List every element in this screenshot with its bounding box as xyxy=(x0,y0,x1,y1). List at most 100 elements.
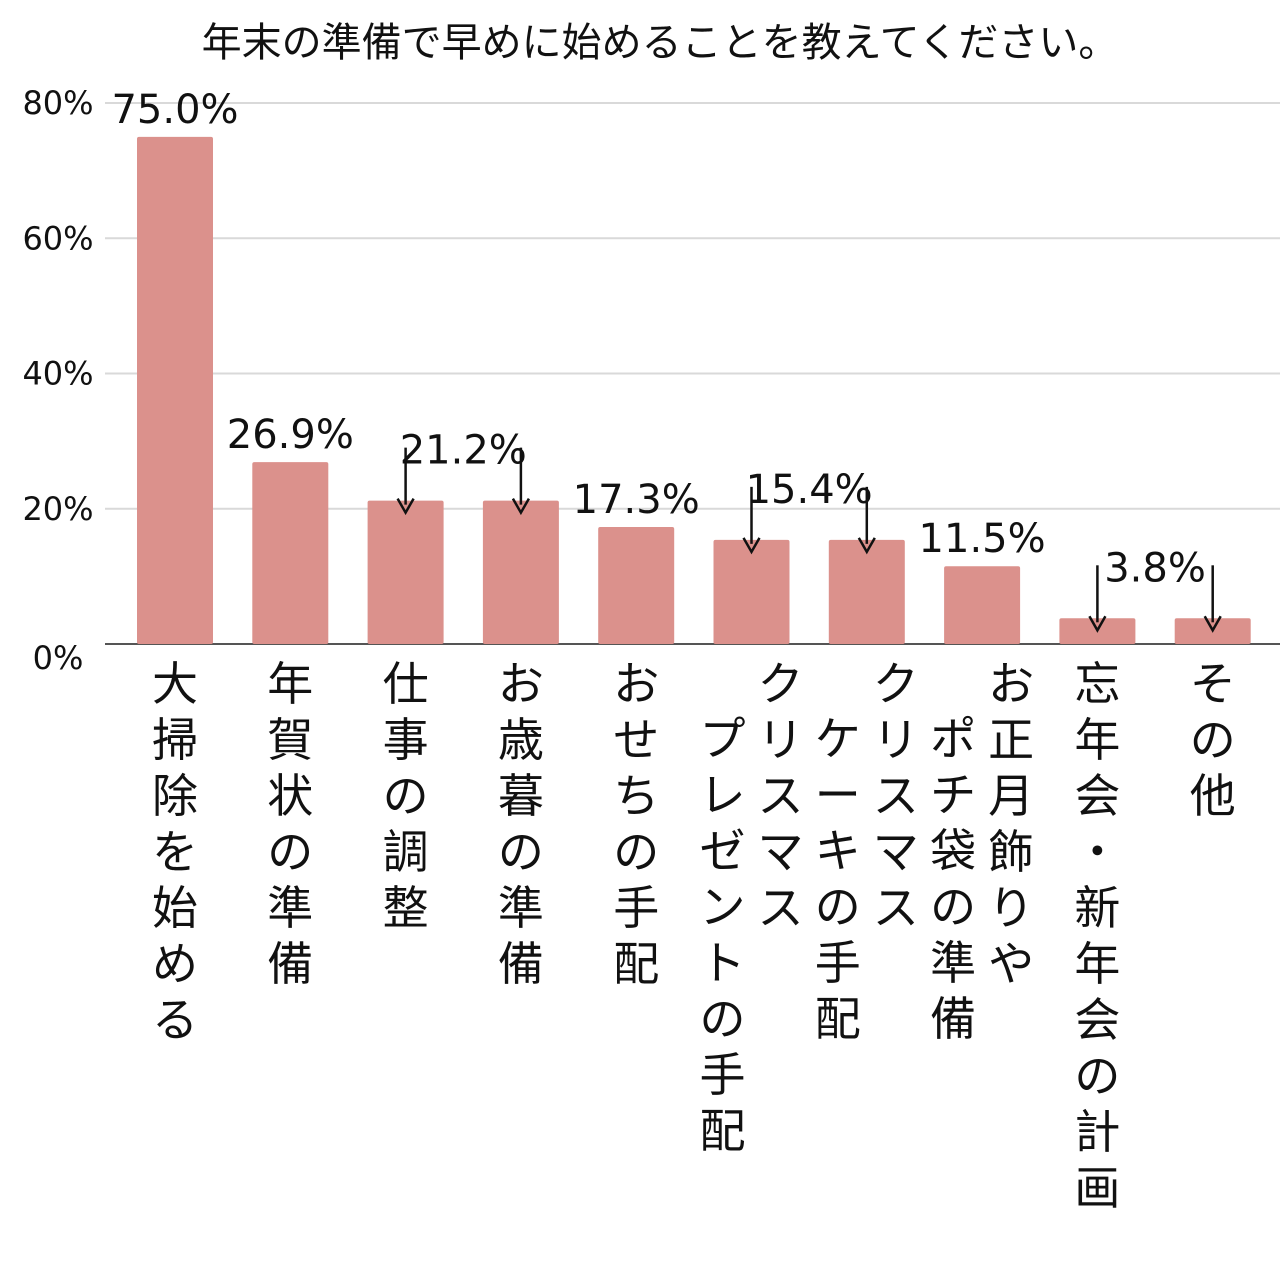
y-tick-label: 80% xyxy=(22,84,93,122)
category-label-char: 除 xyxy=(152,769,198,823)
category-label-char: 備 xyxy=(267,937,313,991)
bar xyxy=(598,527,675,644)
category-label-char: ・ xyxy=(1074,825,1120,879)
bar xyxy=(367,500,444,644)
category-label-char: め xyxy=(152,937,198,991)
category-label-char: ク xyxy=(758,657,804,711)
category-label-char: 月 xyxy=(988,769,1034,823)
bar xyxy=(713,539,790,644)
category-label-char: 会 xyxy=(1074,769,1120,823)
y-tick-label: 40% xyxy=(22,355,93,393)
category-label-char: 賀 xyxy=(267,713,313,767)
category-label-char: や xyxy=(988,937,1034,991)
category-label-char: お xyxy=(988,657,1034,711)
category-label-char: ト xyxy=(700,936,746,990)
data-labels-layer: 75.0% 26.9% 21.2% 17.3% 15.4% 11.5% 3.8% xyxy=(111,87,1222,633)
category-label-char: り xyxy=(988,881,1034,935)
category-label-char: マ xyxy=(873,825,919,879)
category-label-char: 手 xyxy=(613,881,659,935)
y-tick-label: 0% xyxy=(33,639,84,677)
category-label-char: ス xyxy=(873,881,919,935)
label-arrow-head xyxy=(857,537,876,555)
bars-layer xyxy=(137,136,1251,644)
category-label-char: リ xyxy=(873,713,919,767)
category-label-char: マ xyxy=(758,825,804,879)
category-label-char: の xyxy=(930,880,976,934)
category-label-char: 配 xyxy=(700,1104,746,1158)
category-label-char: の xyxy=(700,992,746,1046)
category-label-char: ス xyxy=(873,769,919,823)
bar xyxy=(944,566,1021,644)
label-arrow-head xyxy=(511,498,530,516)
category-label-char: せ xyxy=(613,713,659,767)
category-label-char: 正 xyxy=(988,713,1034,767)
y-tick-label: 60% xyxy=(22,219,93,257)
category-label-char: 準 xyxy=(930,936,976,990)
category-label-char: ー xyxy=(815,768,861,822)
category-label-char: 手 xyxy=(815,936,861,990)
category-label-char: 年 xyxy=(1074,713,1120,767)
category-label-char: 配 xyxy=(613,937,659,991)
label-arrow-head xyxy=(742,537,761,555)
data-label: 17.3% xyxy=(573,477,700,523)
data-label: 21.2% xyxy=(400,428,527,474)
bar xyxy=(828,539,905,644)
category-label-char: ゼ xyxy=(700,824,746,878)
chart-title: 年末の準備で早めに始めることを教えてください。 xyxy=(202,20,1119,66)
label-arrow-head xyxy=(396,498,415,516)
category-label-char: 新 xyxy=(1074,881,1120,935)
category-label-char: ち xyxy=(613,769,659,823)
category-label-char: 飾 xyxy=(988,825,1034,879)
category-label-char: ス xyxy=(758,769,804,823)
category-label-char: ス xyxy=(758,881,804,935)
data-label: 11.5% xyxy=(919,516,1046,562)
category-label-char: 他 xyxy=(1190,769,1236,823)
category-label-char: 備 xyxy=(930,992,976,1046)
category-label-char: 準 xyxy=(498,881,544,935)
data-label: 3.8% xyxy=(1104,545,1206,591)
category-label-char: 調 xyxy=(383,825,429,879)
category-label-char: 袋 xyxy=(930,824,976,878)
category-label-char: 計 xyxy=(1074,1105,1120,1159)
category-label-char: 状 xyxy=(267,769,313,823)
category-label-char: ク xyxy=(873,657,919,711)
data-label: 26.9% xyxy=(227,412,354,458)
category-label-char: レ xyxy=(700,768,746,822)
category-label-char: の xyxy=(1190,713,1236,767)
grid-layer: 0% 20% 40% 60% 80% xyxy=(22,84,1280,677)
category-label-char: の xyxy=(267,825,313,879)
category-label-char: ケ xyxy=(815,712,861,766)
category-label-char: 年 xyxy=(1074,937,1120,991)
category-label-char: 画 xyxy=(1074,1161,1120,1215)
bar xyxy=(482,500,559,644)
category-label-char: そ xyxy=(1190,657,1236,711)
category-label-char: 歳 xyxy=(498,713,544,767)
category-label-char: 備 xyxy=(498,937,544,991)
category-label-char: の xyxy=(383,769,429,823)
category-label-char: お xyxy=(613,657,659,711)
category-label-char: の xyxy=(1074,1049,1120,1103)
category-label-char: キ xyxy=(815,824,861,878)
category-label-char: 配 xyxy=(815,992,861,1046)
category-labels-layer: 大掃除を始める年賀状の準備仕事の調整お歳暮の準備おせちの手配クリスマスプレゼント… xyxy=(152,657,1236,1215)
category-label-char: ン xyxy=(700,880,746,934)
category-label-char: ポ xyxy=(930,712,976,766)
label-arrow-head xyxy=(1088,615,1107,633)
category-label-char: 始 xyxy=(152,881,198,935)
category-label-char: 大 xyxy=(152,657,198,711)
category-label-char: 仕 xyxy=(383,657,429,711)
category-label-char: 会 xyxy=(1074,993,1120,1047)
data-label: 75.0% xyxy=(111,87,238,133)
category-label-char: リ xyxy=(758,713,804,767)
category-label-char: 掃 xyxy=(152,713,198,767)
bar xyxy=(137,136,213,644)
category-label-char: お xyxy=(498,657,544,711)
bar xyxy=(252,462,329,644)
category-label-char: 年 xyxy=(267,657,313,711)
category-label-char: 暮 xyxy=(498,769,544,823)
category-label-char: の xyxy=(815,880,861,934)
data-label: 15.4% xyxy=(746,467,873,513)
category-label-char: プ xyxy=(700,712,746,766)
category-label-char: の xyxy=(498,825,544,879)
category-label-char: 忘 xyxy=(1074,657,1120,711)
